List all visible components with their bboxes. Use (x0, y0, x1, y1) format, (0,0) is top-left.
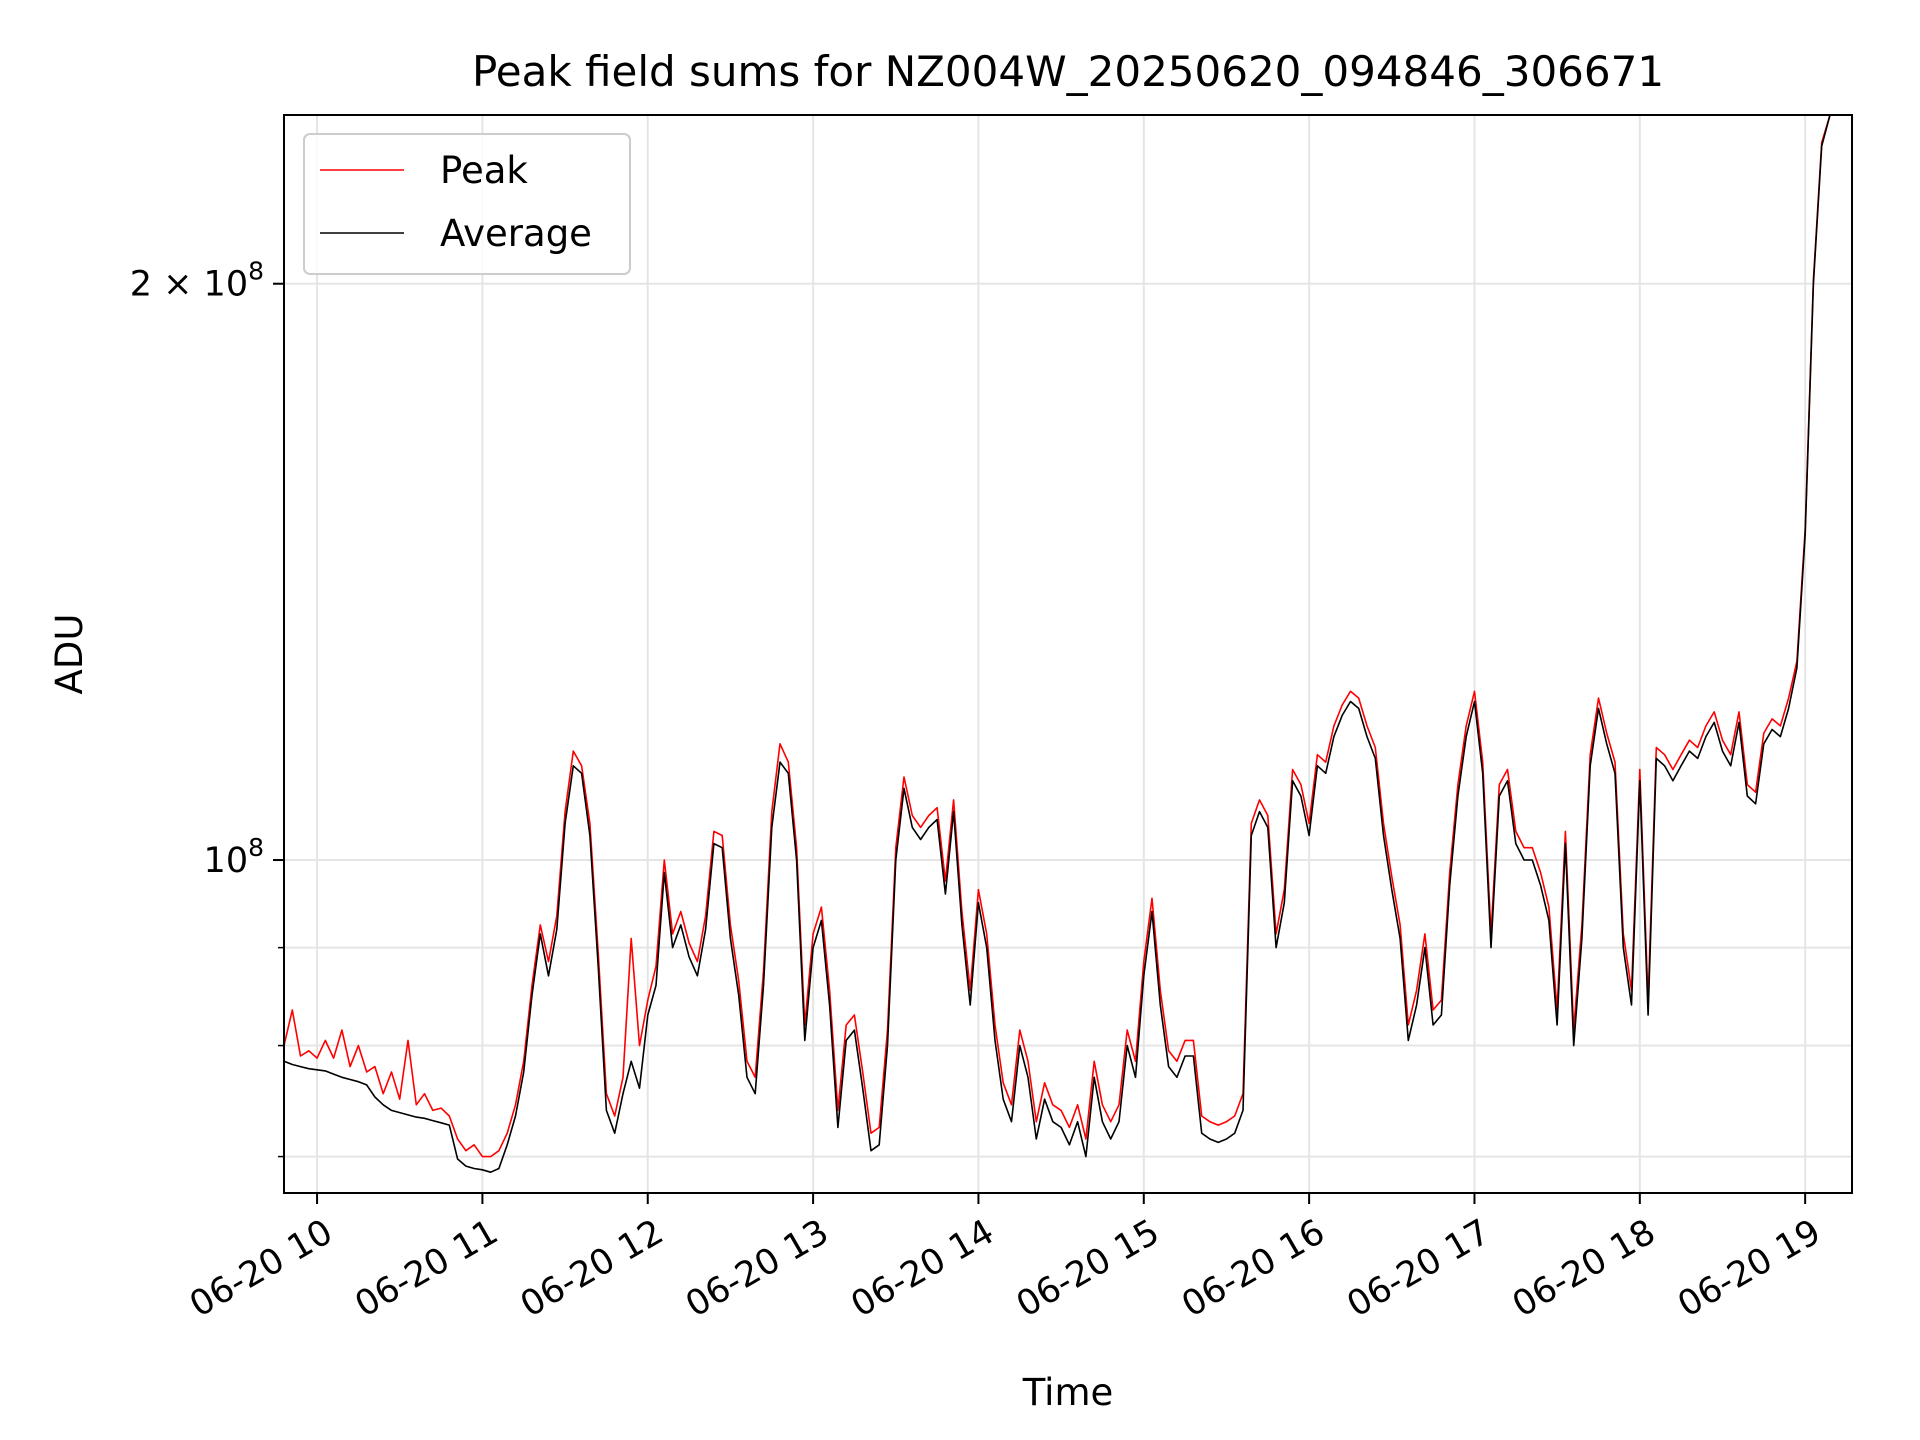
y-tick-label: 2 × 108 (130, 257, 264, 305)
y-tick-label: 108 (204, 833, 264, 881)
y-axis-label: ADU (48, 614, 91, 695)
x-axis-label: Time (1022, 1371, 1114, 1414)
legend-box (303, 133, 631, 275)
plot-frame (283, 114, 1853, 1194)
legend-label-average: Average (440, 212, 592, 255)
legend: Peak Average (303, 133, 631, 275)
grid (284, 115, 1852, 1193)
legend-label-peak: Peak (440, 149, 528, 192)
series-line-average (283, 114, 1847, 1173)
chart-title: Peak field sums for NZ004W_20250620_0948… (472, 47, 1664, 96)
series-layer (283, 114, 1847, 1173)
y-ticks: 108 2 × 108 (130, 257, 284, 1158)
